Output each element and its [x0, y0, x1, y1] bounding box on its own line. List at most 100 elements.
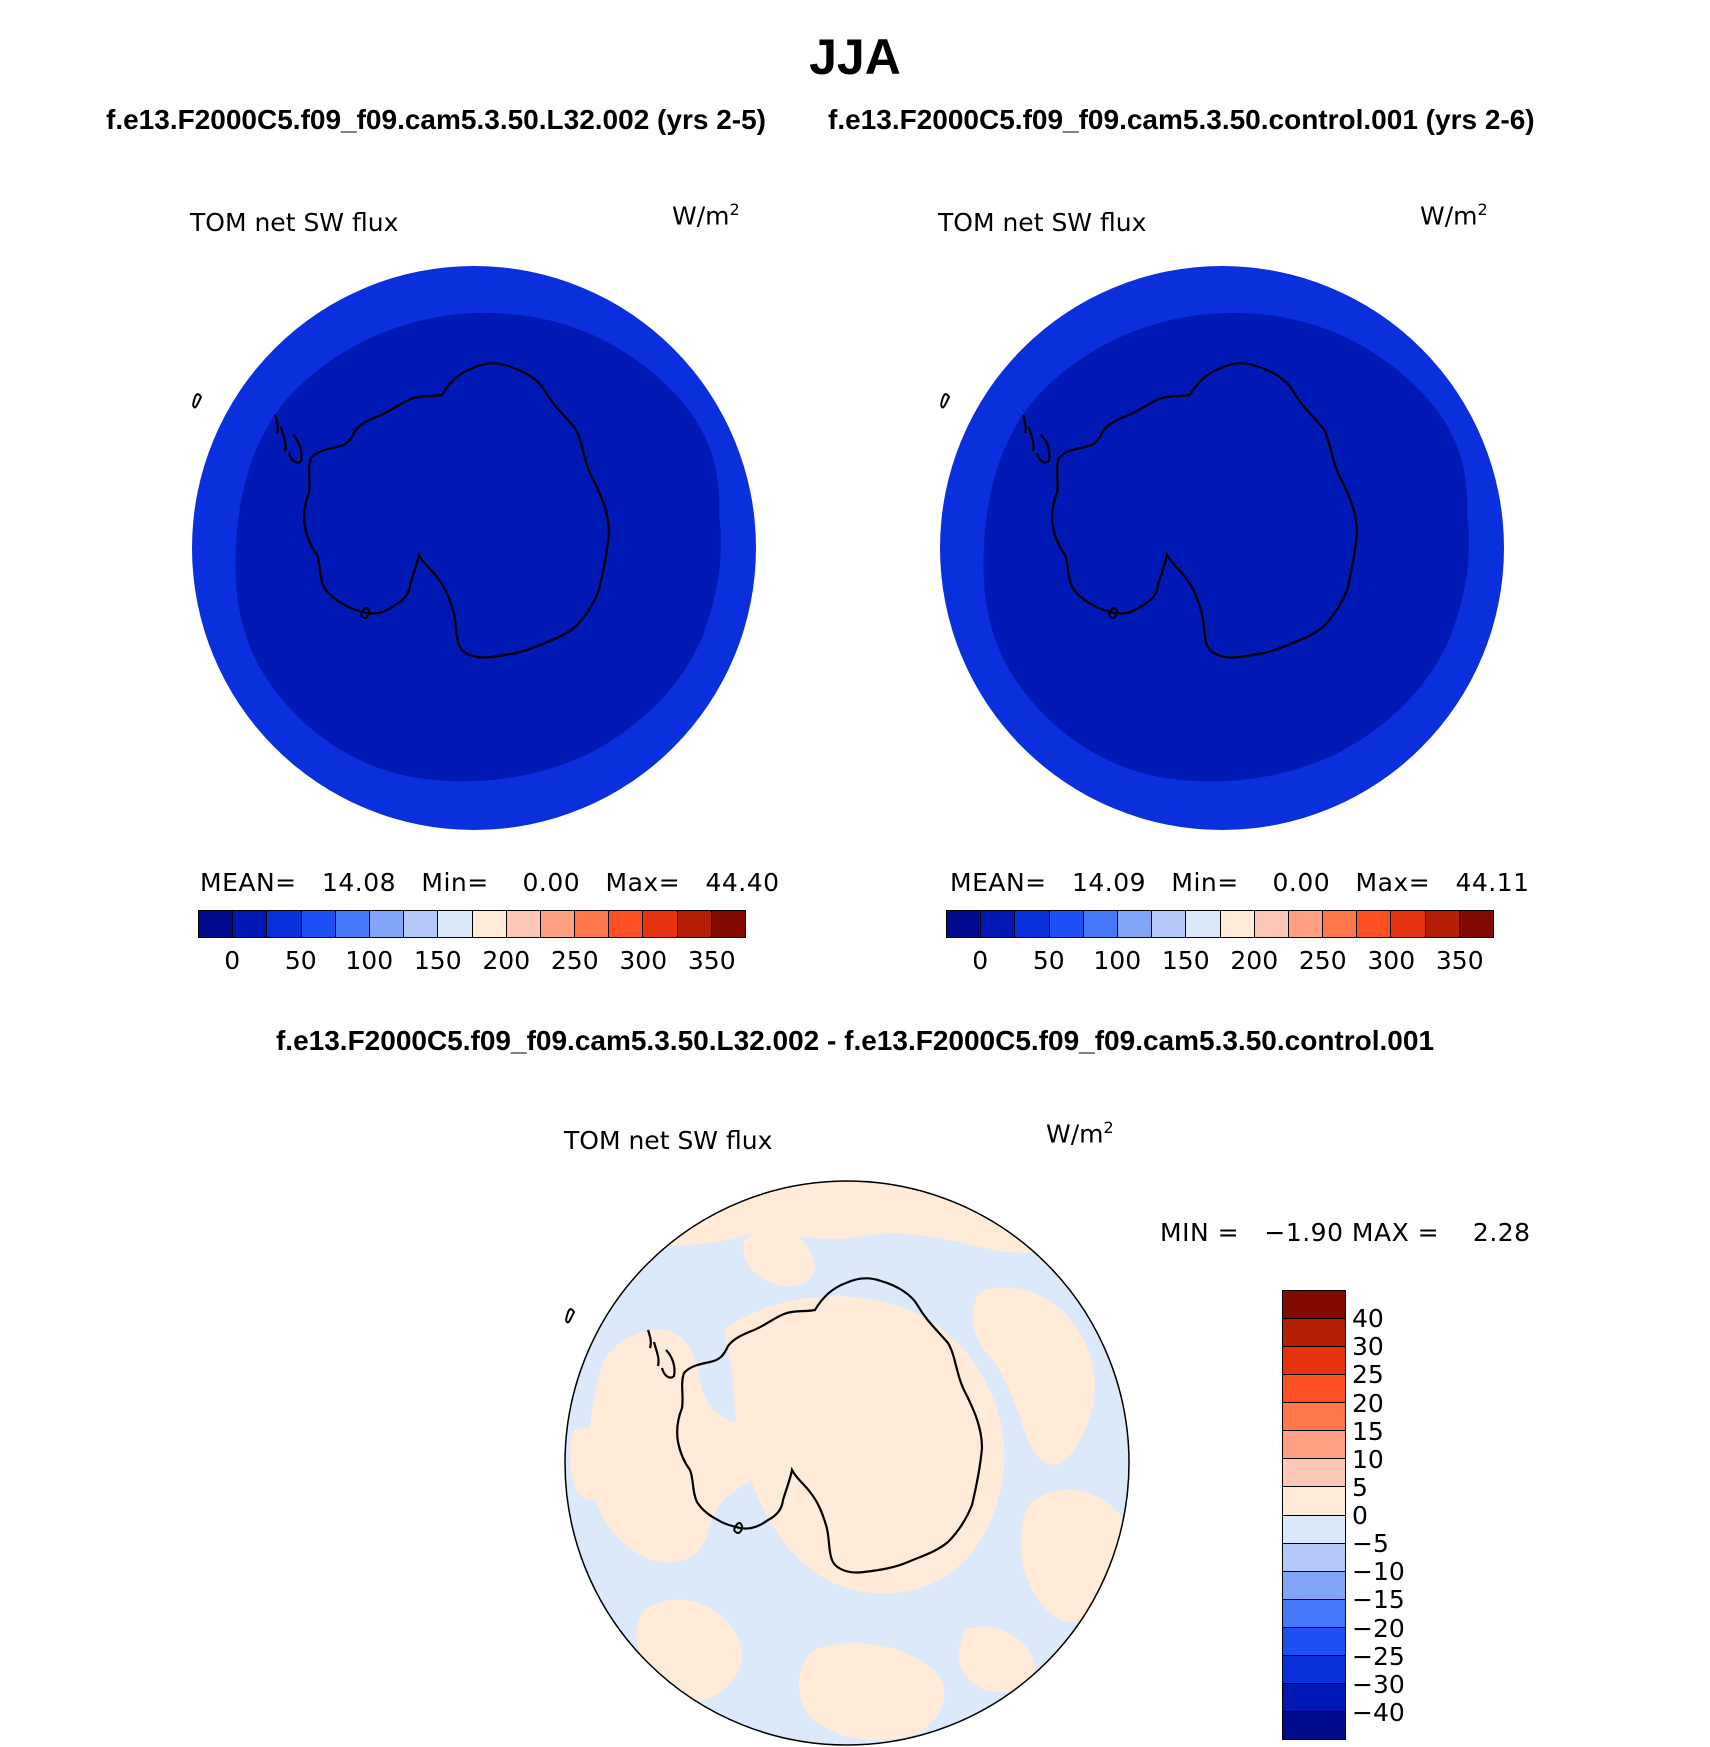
colorbar-segment [1283, 1571, 1345, 1600]
panel-1-map [192, 266, 756, 830]
colorbar-segment [1283, 1347, 1345, 1376]
colorbar-segment [404, 911, 439, 937]
panel-1-units-label: W/m2 [672, 200, 740, 231]
colorbar-segment [1323, 911, 1358, 937]
colorbar-segment [506, 911, 541, 937]
difference-coastline [676, 1277, 984, 1574]
panel-1-stats: MEAN= 14.08 Min= 0.00 Max= 44.40 [200, 868, 780, 897]
colorbar-tick-label: 200 [482, 946, 531, 975]
panel-2-colorbar [946, 910, 1494, 938]
panel-1-colorbar-labels: 0 50 100 150 200 250 300 350 [198, 946, 746, 976]
colorbar-segment [1283, 1515, 1345, 1544]
panel-2-mean-value: 14.09 [1071, 868, 1147, 897]
colorbar-tick-label: 150 [1161, 946, 1210, 975]
panel-2-max-label: Max= [1355, 868, 1431, 897]
panel-2-colorbar-labels: 0 50 100 150 200 250 300 350 [946, 946, 1494, 976]
colorbar-segment [609, 911, 644, 937]
colorbar-segment [1283, 1543, 1345, 1572]
colorbar-tick-label: 0 [1352, 1501, 1368, 1530]
colorbar-segment [267, 911, 302, 937]
panel-2-case-title: f.e13.F2000C5.f09_f09.cam5.3.50.control.… [828, 104, 1535, 135]
colorbar-tick-label: −40 [1352, 1697, 1405, 1727]
panel-1-inner-region [235, 312, 721, 782]
colorbar-tick-label: 20 [1352, 1388, 1384, 1418]
panel-1-case-title: f.e13.F2000C5.f09_f09.cam5.3.50.L32.002 … [106, 104, 766, 135]
difference-minmax: MIN = −1.90 MAX = 2.28 [1160, 1218, 1531, 1247]
colorbar-segment [1283, 1683, 1345, 1712]
colorbar-segment [1391, 911, 1426, 937]
colorbar-tick-label: 200 [1230, 946, 1279, 975]
panel-2-max-value: 44.11 [1455, 868, 1530, 897]
colorbar-tick-label: 40 [1352, 1304, 1384, 1334]
colorbar-tick-label: 100 [345, 946, 394, 975]
colorbar-segment [1283, 1711, 1345, 1739]
colorbar-tick-label: −20 [1352, 1613, 1405, 1643]
panel-1-colorbar [198, 910, 746, 938]
colorbar-segment [1283, 1403, 1345, 1432]
difference-map-border [564, 1180, 1130, 1746]
colorbar-tick-label: 15 [1352, 1416, 1384, 1446]
panel-1-coastline [303, 362, 611, 659]
colorbar-segment [981, 911, 1016, 937]
colorbar-tick-label: 350 [687, 946, 736, 975]
panel-2-stats: MEAN= 14.09 Min= 0.00 Max= 44.11 [950, 868, 1530, 897]
panel-1-min-label: Min= [421, 868, 489, 897]
colorbar-segment [1357, 911, 1392, 937]
panel-2-mean-label: MEAN= [950, 868, 1047, 897]
difference-colorbar [1282, 1290, 1346, 1740]
colorbar-segment [1083, 911, 1118, 937]
colorbar-segment [1283, 1319, 1345, 1348]
panel-1-mean-value: 14.08 [321, 868, 397, 897]
difference-map [564, 1180, 1130, 1746]
colorbar-segment [540, 911, 576, 937]
difference-colorbar-labels: 40 30 25 20 15 10 5 0 −5 −10 −15 −20 −25 −30 −40 [1352, 1290, 1472, 1740]
difference-title: f.e13.F2000C5.f09_f09.cam5.3.50.L32.002 … [275, 1025, 1435, 1056]
panel-2-inner-region [983, 312, 1469, 782]
colorbar-tick-label: −10 [1352, 1557, 1405, 1587]
colorbar-tick-label: 300 [619, 946, 668, 975]
colorbar-tick-label: 150 [413, 946, 462, 975]
colorbar-segment [947, 911, 982, 937]
colorbar-segment [1220, 911, 1255, 937]
colorbar-tick-label: 10 [1352, 1444, 1384, 1474]
colorbar-tick-label: −15 [1352, 1585, 1405, 1615]
colorbar-tick-label: 250 [550, 946, 599, 975]
colorbar-segment [711, 911, 745, 937]
colorbar-tick-label: 0 [224, 946, 241, 975]
colorbar-segment [1186, 911, 1221, 937]
colorbar-segment [335, 911, 370, 937]
colorbar-segment [472, 911, 507, 937]
colorbar-segment [301, 911, 336, 937]
colorbar-tick-label: 25 [1352, 1360, 1384, 1390]
colorbar-segment [1425, 911, 1460, 937]
panel-2-map [940, 266, 1504, 830]
colorbar-tick-label: 0 [972, 946, 989, 975]
colorbar-tick-label: 100 [1093, 946, 1142, 975]
colorbar-segment [1283, 1655, 1345, 1684]
colorbar-tick-label: 50 [1032, 946, 1065, 975]
colorbar-tick-label: 250 [1298, 946, 1347, 975]
panel-1-mean-label: MEAN= [200, 868, 297, 897]
colorbar-tick-label: 300 [1367, 946, 1416, 975]
colorbar-segment [369, 911, 405, 937]
panel-1-variable-label: TOM net SW flux [190, 208, 399, 237]
panel-1-max-value: 44.40 [705, 868, 780, 897]
colorbar-segment [1283, 1291, 1345, 1320]
colorbar-segment [199, 911, 234, 937]
colorbar-segment [1283, 1627, 1345, 1656]
colorbar-segment [1117, 911, 1153, 937]
colorbar-segment [575, 911, 610, 937]
colorbar-segment [1288, 911, 1324, 937]
panel-2-units-label: W/m2 [1420, 200, 1488, 231]
colorbar-segment [233, 911, 268, 937]
colorbar-tick-label: 5 [1352, 1472, 1368, 1502]
colorbar-segment [1283, 1487, 1345, 1516]
colorbar-segment [1152, 911, 1187, 937]
colorbar-tick-label: −30 [1352, 1669, 1405, 1699]
colorbar-tick-label: 30 [1352, 1332, 1384, 1362]
panel-2-min-value: 0.00 [1272, 868, 1331, 897]
colorbar-tick-label: 350 [1435, 946, 1484, 975]
panel-1-min-value: 0.00 [522, 868, 581, 897]
colorbar-segment [643, 911, 678, 937]
colorbar-segment [438, 911, 473, 937]
